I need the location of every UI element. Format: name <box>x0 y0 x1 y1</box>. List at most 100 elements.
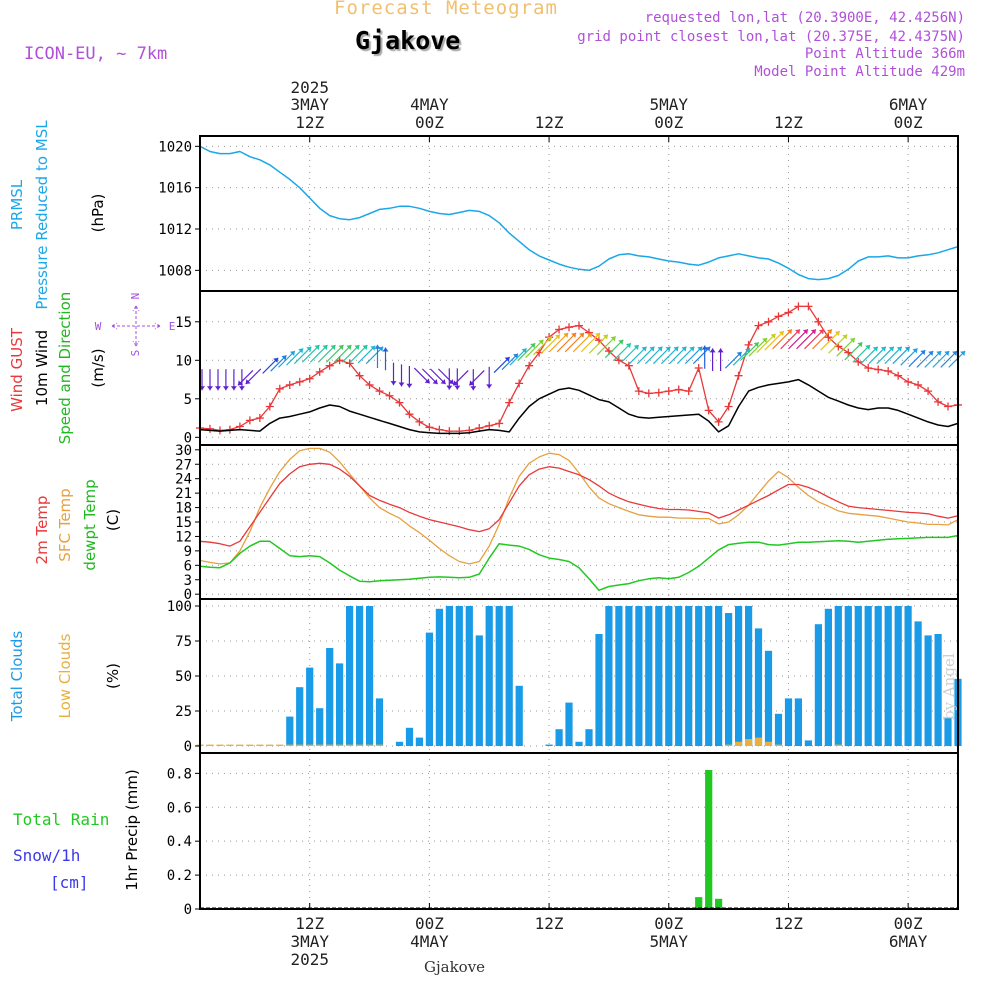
wind-arrow <box>756 333 776 353</box>
wind-arrow-shaft <box>325 344 344 363</box>
footer-location: Gjakove <box>424 958 486 976</box>
gust-point <box>764 317 773 326</box>
wind-10m-label: 10m Wind <box>33 330 51 406</box>
low-cloud-bar <box>246 744 254 746</box>
gust-point <box>624 361 633 370</box>
total-cloud-bar <box>306 667 314 746</box>
wind-arrow <box>486 366 493 389</box>
wind-arrow-shaft <box>556 332 577 353</box>
model-point-altitude: Model Point Altitude 429m <box>754 64 965 80</box>
wind-arrow <box>588 334 609 354</box>
total-cloud-bar <box>904 606 912 746</box>
bottom-time-label: 00Z <box>894 914 923 933</box>
wind-arrow-shaft <box>788 328 809 350</box>
wind-arrow-head <box>649 346 655 352</box>
wind-arrow <box>429 368 446 385</box>
wind-arrow-head <box>602 334 608 340</box>
wind-arrow-head <box>521 348 527 354</box>
y-tick-label: 6 <box>184 558 192 574</box>
wind-arrow-shaft <box>341 344 360 363</box>
wind-arrow <box>684 346 703 365</box>
sfc-temp-line <box>199 447 959 565</box>
gust-point <box>744 340 753 349</box>
gust-point <box>355 371 364 380</box>
wind-arrow-head <box>952 351 958 356</box>
total-cloud-bar <box>286 716 294 746</box>
y-tick-label: 27 <box>175 457 192 473</box>
wind-arrow-shaft <box>621 344 640 363</box>
total-cloud-bar <box>615 606 623 746</box>
low-cloud-bar <box>326 744 334 746</box>
model-label: ICON-EU, ~ 7km <box>24 44 168 64</box>
wind-arrow-head <box>281 355 287 361</box>
wind-arrow-head <box>618 339 624 345</box>
wind-arrow <box>780 328 801 350</box>
low-cloud-bar <box>725 744 733 746</box>
wind-arrow-head <box>370 345 376 351</box>
wind-arrow-head <box>374 344 381 349</box>
wind-arrow-head <box>530 343 536 349</box>
wind-arrow <box>421 368 438 385</box>
low-cloud-bar <box>296 744 304 746</box>
wind-arrow-head <box>486 384 493 389</box>
temp-unit-label: (C) <box>104 509 122 531</box>
wind-arrow-shaft <box>580 332 601 353</box>
wind-arrow <box>764 330 785 351</box>
wind-arrow <box>245 368 262 385</box>
total-cloud-bar <box>705 606 713 746</box>
y-tick-label: 1012 <box>158 222 192 238</box>
gust-point <box>854 357 863 366</box>
wind-arrow-head <box>709 348 716 353</box>
wind-arrow <box>709 348 716 372</box>
wind-arrow <box>572 332 593 353</box>
total-cloud-bar <box>625 606 633 746</box>
wind-arrow <box>748 337 768 357</box>
wind-arrow-head <box>912 348 918 354</box>
wind-arrow <box>884 346 903 365</box>
wind-arrow-shaft <box>836 337 856 357</box>
gust-point <box>365 380 374 389</box>
wind-arrow-shaft <box>293 346 312 365</box>
top-time-label: 12Z <box>295 113 324 132</box>
wind-arrow <box>788 328 809 350</box>
wind-arrow-head <box>697 346 703 352</box>
wind-arrow <box>676 346 695 365</box>
wind-arrow-head <box>818 329 824 335</box>
wind-arrow <box>222 369 229 391</box>
bottom-time-label: 3MAY <box>290 932 329 951</box>
bottom-time-label: 00Z <box>415 914 444 933</box>
gust-point <box>844 348 853 357</box>
total-cloud-bar <box>874 606 882 746</box>
gust-point <box>714 417 723 426</box>
total-cloud-bar <box>635 606 643 746</box>
wind-arrow <box>724 351 743 369</box>
y-tick-label: 1008 <box>158 263 192 279</box>
pressure-msl-label: Pressure Reduced to MSL <box>33 120 51 310</box>
wind-arrow-head <box>469 380 475 386</box>
wind-arrow <box>317 344 336 363</box>
wind-arrow-head <box>546 336 552 342</box>
low-cloud-bar <box>206 744 214 746</box>
y-tick-label: 1016 <box>158 181 192 197</box>
wind-arrow-shaft <box>764 330 785 351</box>
total-cloud-bar <box>764 650 773 746</box>
gust-point <box>415 417 424 426</box>
wind-arrow-head <box>880 346 886 352</box>
wind-arrow-head <box>440 379 446 385</box>
wind-arrow <box>286 347 304 366</box>
wind-arrow <box>660 346 679 365</box>
total-cloud-bar <box>485 606 493 746</box>
low-cloud-bar <box>745 739 753 746</box>
gust-point <box>205 424 214 433</box>
rain-bar <box>705 770 713 909</box>
y-tick-label: 0.8 <box>167 766 192 782</box>
wind-arrow-shaft <box>604 339 624 359</box>
gust-point <box>694 364 703 372</box>
gust-point <box>754 321 763 330</box>
gust-point <box>515 379 524 388</box>
wind-arrow <box>644 346 663 365</box>
wind-arrow <box>493 356 511 374</box>
low-cloud-bar <box>356 744 364 746</box>
bottom-time-label: 2025 <box>290 950 329 969</box>
